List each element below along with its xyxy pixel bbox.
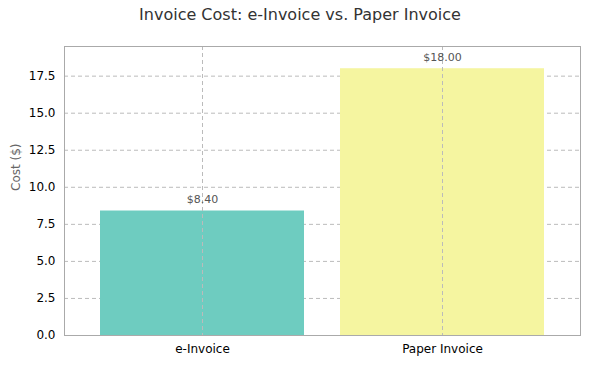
svg-text:$18.00: $18.00 (423, 51, 462, 64)
svg-text:2.5: 2.5 (36, 291, 55, 305)
svg-text:5.0: 5.0 (36, 254, 55, 268)
svg-text:10.0: 10.0 (29, 180, 56, 194)
svg-text:e-Invoice: e-Invoice (175, 342, 230, 356)
html-text:Invoice Cost: e-Invoice vs. Pa: Invoice Cost: e-Invoice vs. Paper Invoic… (139, 5, 461, 24)
svg-text:12.5: 12.5 (29, 143, 56, 157)
svg-text:17.5: 17.5 (29, 69, 56, 83)
svg-text:$8.40: $8.40 (187, 193, 219, 206)
svg-text:0.0: 0.0 (36, 328, 55, 342)
svg-text:15.0: 15.0 (29, 106, 56, 120)
svg-text:Paper Invoice: Paper Invoice (402, 342, 483, 356)
svg-text:7.5: 7.5 (36, 217, 55, 231)
svg-text:Cost ($): Cost ($) (9, 144, 23, 192)
